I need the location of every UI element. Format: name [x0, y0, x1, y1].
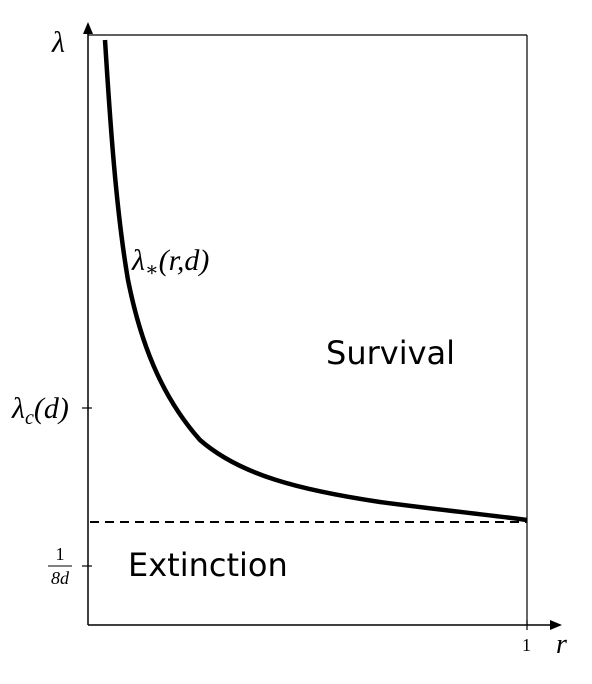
x-axis-label: r [556, 629, 567, 660]
tick-base: λ [11, 392, 25, 425]
y-tick-label: λc(d) [11, 392, 69, 429]
fraction-denominator: 8d [51, 568, 70, 588]
critical-curve [102, 39, 528, 523]
tick-args: (d) [34, 392, 69, 425]
curve-label: λ∗(r,d) [131, 244, 209, 281]
region-label-survival: Survival [326, 334, 455, 372]
tick-sub: c [25, 407, 34, 429]
curve-label-base: λ [131, 244, 145, 277]
fraction-numerator: 1 [56, 544, 65, 564]
curve-label-sub: ∗ [145, 259, 159, 281]
x-tick-label: 1 [522, 635, 531, 655]
y-axis-label: λ [51, 26, 65, 59]
region-label-extinction: Extinction [128, 546, 288, 584]
curve-label-args: (r,d) [159, 244, 210, 277]
